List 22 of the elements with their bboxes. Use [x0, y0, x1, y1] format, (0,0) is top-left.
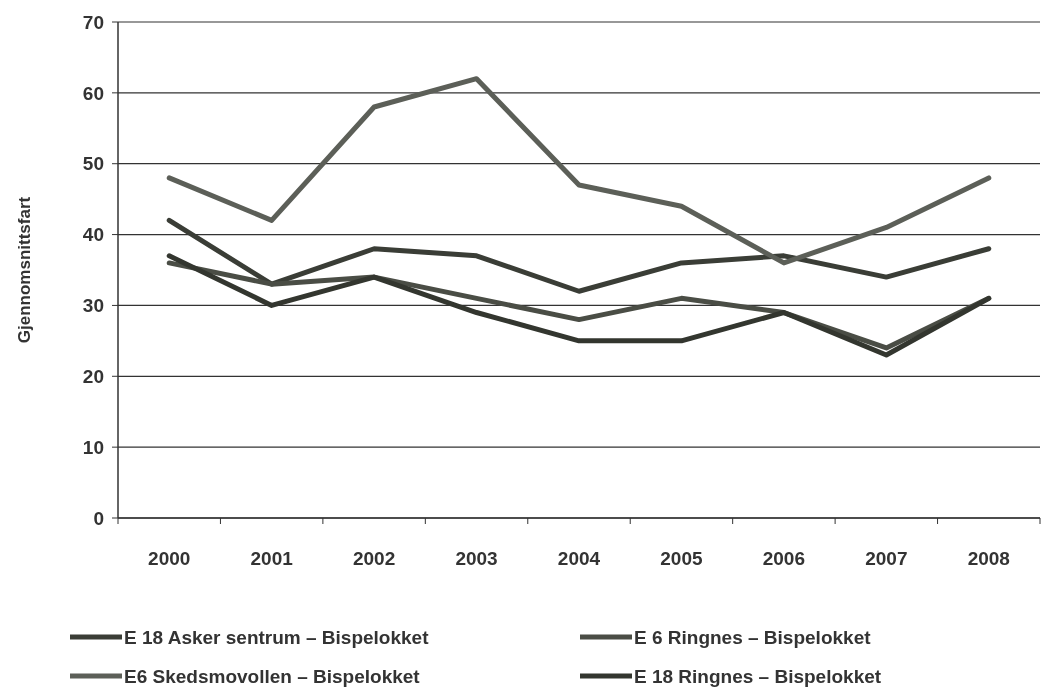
y-tick-label: 30 — [82, 295, 104, 317]
y-tick-label: 10 — [82, 436, 104, 458]
y-tick-label: 20 — [82, 365, 104, 387]
x-tick-label: 2006 — [762, 548, 806, 569]
x-tick-label: 2004 — [557, 548, 601, 569]
legend-label: E 6 Ringnes – Bispelokket — [634, 626, 872, 648]
legend-label: E 18 Asker sentrum – Bispelokket — [124, 626, 430, 648]
x-tick-label: 2005 — [660, 548, 703, 569]
x-tick-label: 2002 — [352, 548, 396, 569]
x-tick-label: 2003 — [455, 548, 498, 569]
x-tick-label: 2007 — [865, 548, 908, 569]
x-tick-label: 2000 — [148, 548, 191, 569]
y-axis-title: Gjennomsnittsfart — [15, 196, 34, 344]
y-tick-label: 40 — [82, 224, 104, 246]
legend-label: E6 Skedsmovollen – Bispelokket — [124, 665, 421, 687]
y-tick-label: 50 — [82, 153, 104, 175]
x-tick-label: 2001 — [250, 548, 294, 569]
legend-label: E 18 Ringnes – Bispelokket — [634, 665, 882, 687]
x-tick-label: 2008 — [967, 548, 1010, 569]
y-tick-label: 60 — [82, 82, 104, 104]
y-tick-label: 0 — [93, 507, 104, 529]
y-tick-label: 70 — [82, 11, 104, 33]
